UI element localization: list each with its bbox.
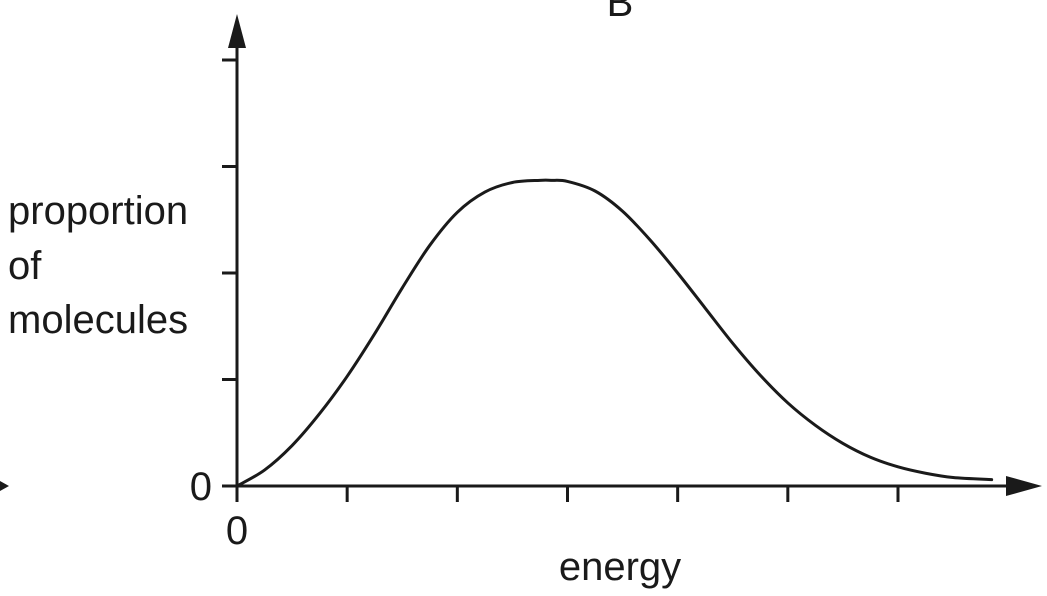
- y-origin-label: 0: [190, 465, 212, 509]
- y-axis-arrowhead: [228, 14, 246, 48]
- series-line-1: [235, 178, 994, 488]
- y-axis-label-line-3: molecules: [8, 298, 188, 342]
- y-axis-label-line-2: of: [8, 244, 42, 288]
- chart-title: B: [607, 0, 634, 25]
- left-edge-arrow-fragment-icon: [0, 481, 9, 491]
- y-axis-label-line-1: proportion: [8, 189, 188, 233]
- y-axis-ticks: [222, 58, 238, 488]
- series-layer: [235, 178, 994, 488]
- x-axis-ticks: [235, 486, 900, 502]
- x-origin-label: 0: [226, 509, 248, 553]
- x-axis-arrowhead: [1006, 476, 1042, 496]
- x-axis-label: energy: [559, 545, 681, 589]
